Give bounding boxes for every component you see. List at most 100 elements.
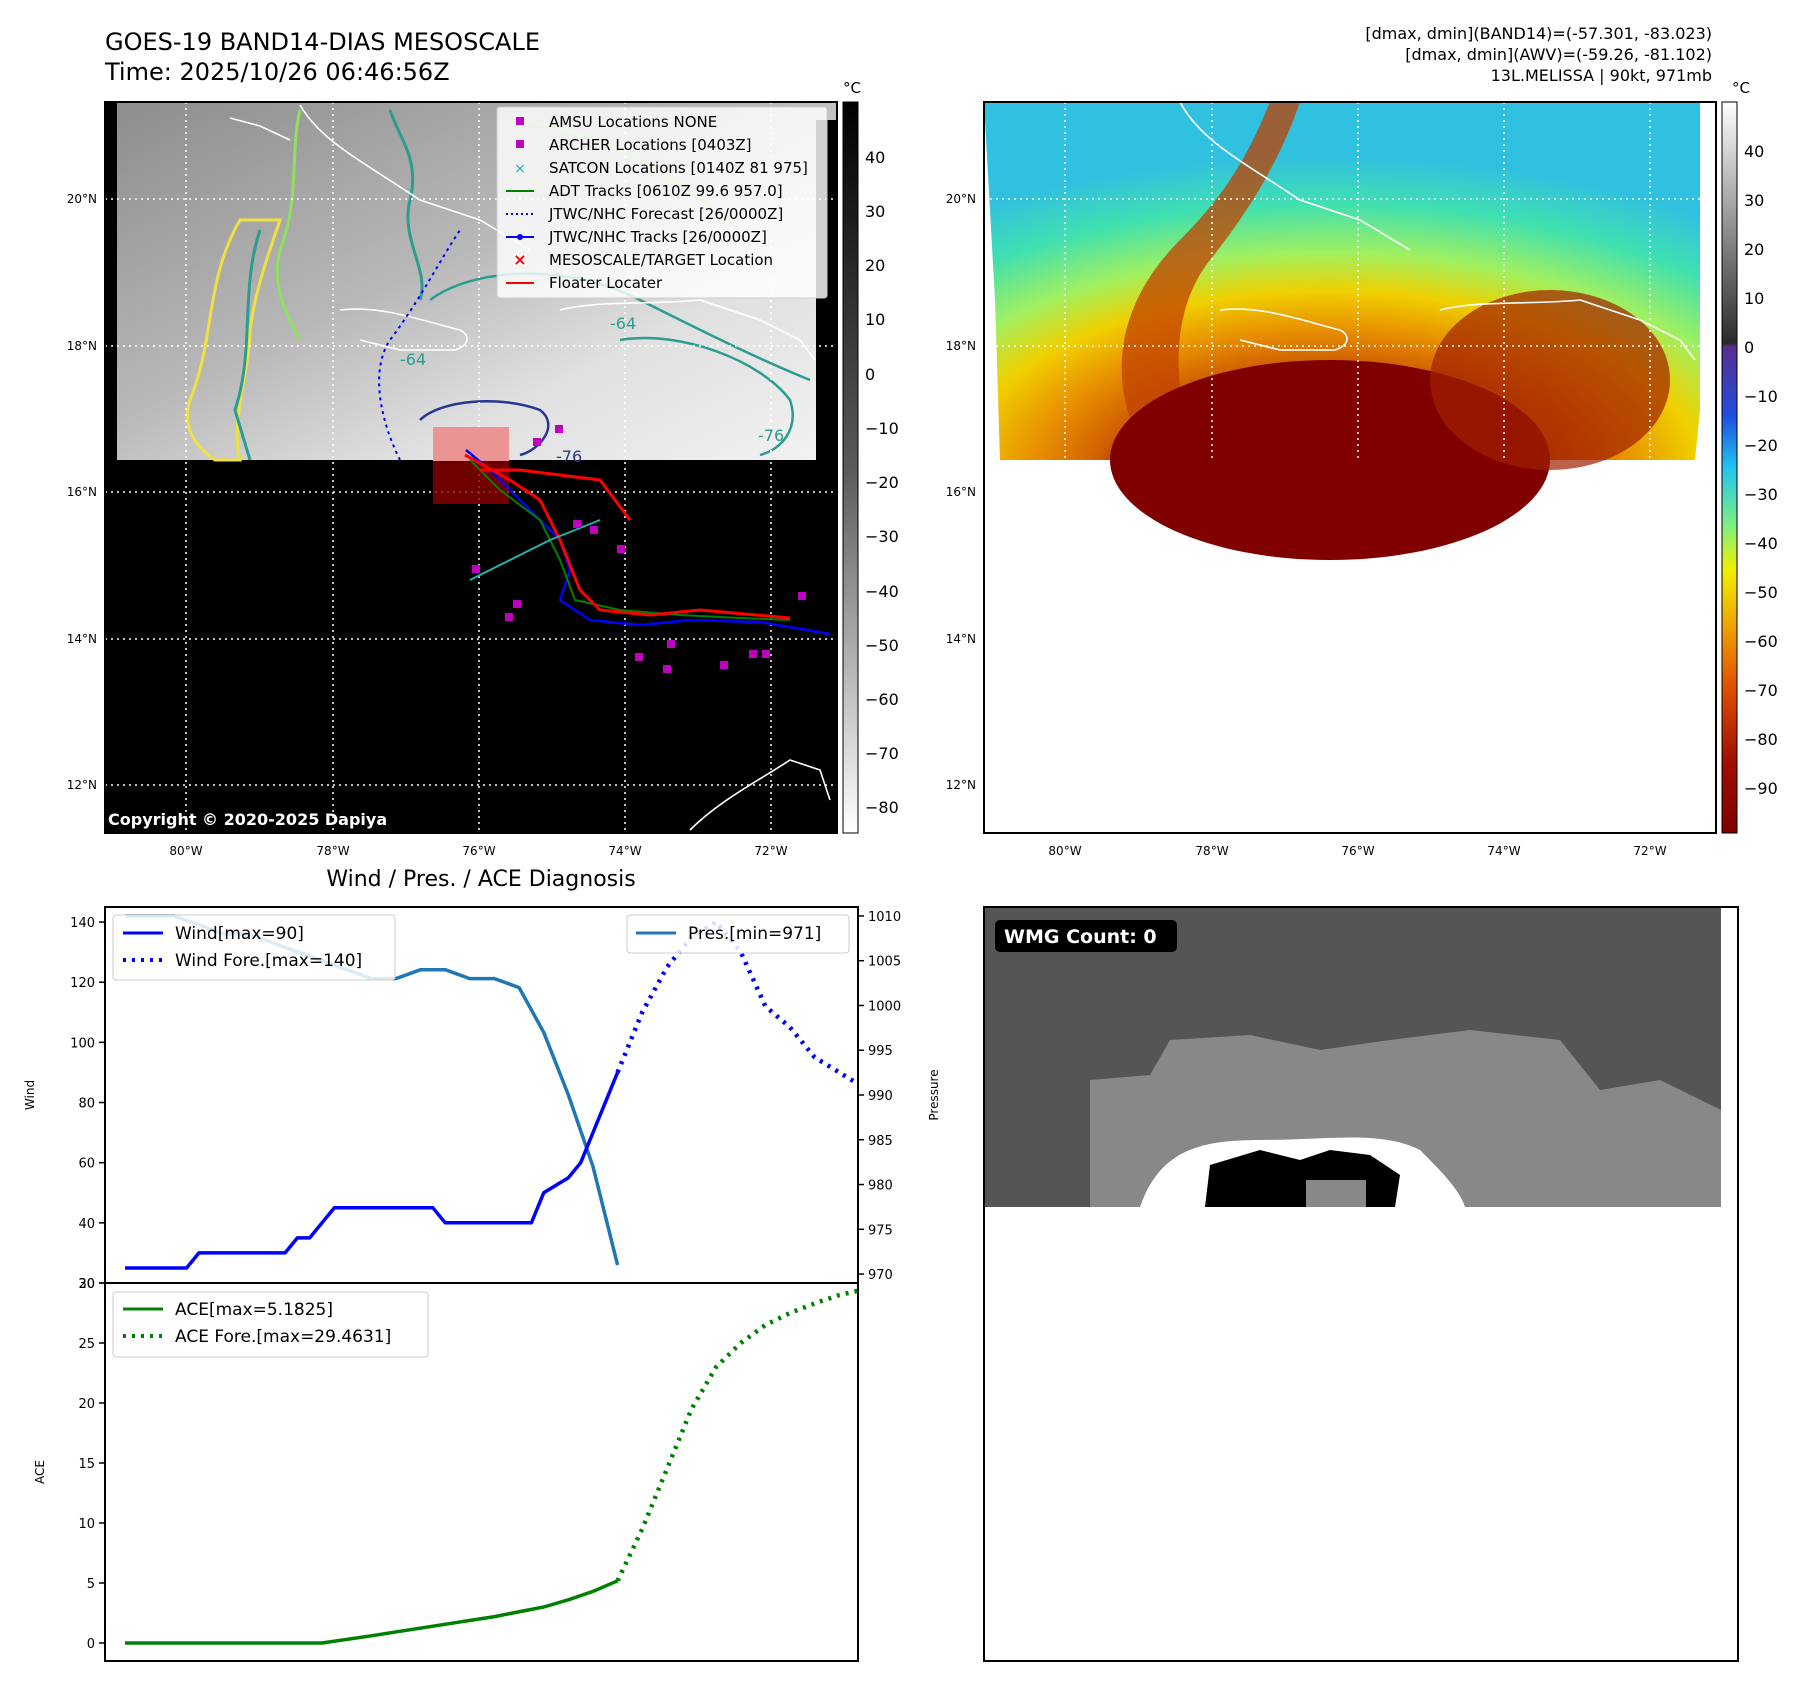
ace-tick-label: 10 bbox=[78, 1517, 95, 1532]
lat-label: 12°N bbox=[946, 778, 976, 792]
ace-axis-label: ACE bbox=[33, 1460, 47, 1484]
lon-label: 76°W bbox=[1341, 844, 1374, 858]
colorbar-tick: 10 bbox=[1744, 289, 1764, 308]
colorbar-tick: −10 bbox=[1744, 387, 1778, 406]
map-panel-grayscale: -64 -64 -76 -76 Copyright © 2020-2025 Da… bbox=[67, 101, 838, 858]
ace-tick-label: 15 bbox=[78, 1457, 95, 1472]
colorbar-tick: −50 bbox=[865, 636, 899, 655]
colorbar-gray: °C 40 30 20 10 0 −10 −20 −30 −40 −50 −60… bbox=[842, 79, 899, 834]
lat-label: 18°N bbox=[946, 339, 976, 353]
legend-label: Wind Fore.[max=140] bbox=[175, 951, 362, 971]
map1-left-edge bbox=[105, 102, 117, 460]
legend-marker-target: × bbox=[513, 250, 526, 269]
pressure-tick-label: 995 bbox=[868, 1044, 893, 1059]
lon-label: 74°W bbox=[1487, 844, 1520, 858]
contour-band-green bbox=[275, 109, 302, 341]
lon-label: 80°W bbox=[169, 844, 202, 858]
contour-east-teal bbox=[619, 336, 794, 457]
lat-label: 12°N bbox=[67, 778, 97, 792]
colorbar-tick: −30 bbox=[1744, 485, 1778, 504]
colorbar-tick: −70 bbox=[865, 744, 899, 763]
colorbar-tick: −60 bbox=[1744, 632, 1778, 651]
legend-marker-archer bbox=[516, 140, 524, 148]
colorbar-color-bar bbox=[1721, 101, 1738, 834]
colorbar-tick: −80 bbox=[1744, 730, 1778, 749]
contour-outer-teal bbox=[429, 272, 811, 382]
legend-item: Floater Locater bbox=[549, 274, 663, 292]
adt-track-line bbox=[469, 459, 791, 621]
ace-tick-label: 25 bbox=[78, 1337, 95, 1352]
ace-tick-label: 5 bbox=[87, 1577, 95, 1592]
legend-item: JTWC/NHC Forecast [26/0000Z] bbox=[548, 205, 783, 223]
legend-item: ADT Tracks [0610Z 99.6 957.0] bbox=[549, 182, 783, 200]
wind-tick-label: 40 bbox=[78, 1217, 95, 1232]
lat-label: 16°N bbox=[946, 485, 976, 499]
legend-marker-amsu bbox=[516, 117, 524, 125]
ace-series-line bbox=[125, 1579, 619, 1645]
contour-label: -64 bbox=[400, 350, 426, 369]
lon-label: 78°W bbox=[1195, 844, 1228, 858]
ace-lines bbox=[125, 1288, 858, 1645]
colorbar-tick: −50 bbox=[1744, 583, 1778, 602]
colorbar-tick: −30 bbox=[865, 527, 899, 546]
wind-tick-label: 100 bbox=[70, 1036, 95, 1051]
figure-time: Time: 2025/10/26 06:46:56Z bbox=[104, 58, 450, 86]
diagnosis-title: Wind / Pres. / ACE Diagnosis bbox=[326, 867, 635, 892]
wind-forecast-series-line bbox=[615, 919, 858, 1087]
contour-band-teal-2 bbox=[388, 109, 424, 301]
wind-tick-label: 140 bbox=[70, 916, 95, 931]
pressure-tick-label: 1005 bbox=[868, 955, 901, 970]
colorbar-color-ticks: 40 30 20 10 0 −10 −20 −30 −40 −50 −60 −7… bbox=[1744, 142, 1778, 798]
legend-box bbox=[496, 106, 828, 299]
wind-legend-box bbox=[112, 914, 396, 981]
wind-series-line bbox=[125, 1071, 620, 1270]
wind-tick-label: 60 bbox=[78, 1157, 95, 1172]
legend-label: ACE Fore.[max=29.4631] bbox=[175, 1327, 391, 1347]
map2-frame bbox=[983, 101, 1717, 834]
pressure-tick-label: 1010 bbox=[868, 910, 901, 925]
pressure-tick-label: 1000 bbox=[868, 999, 901, 1014]
legend-item: AMSU Locations NONE bbox=[549, 113, 717, 131]
archer-markers bbox=[472, 425, 806, 673]
legend-label: ACE[max=5.1825] bbox=[175, 1300, 333, 1320]
ace-legend: ACE[max=5.1825] ACE Fore.[max=29.4631] bbox=[112, 1291, 429, 1358]
colorbar-color: °C 40 30 20 10 0 −10 −20 −30 −40 −50 −60… bbox=[1721, 79, 1778, 834]
colorbar-tick: 0 bbox=[865, 365, 875, 384]
satcon-track-line bbox=[469, 519, 601, 581]
colorbar-tick: −20 bbox=[865, 473, 899, 492]
colorbar-tick: −40 bbox=[1744, 534, 1778, 553]
colorbar-tick: 40 bbox=[1744, 142, 1764, 161]
legend-item: MESOSCALE/TARGET Location bbox=[549, 251, 773, 269]
colorbar-tick: −70 bbox=[1744, 681, 1778, 700]
pressure-tick-label: 970 bbox=[868, 1268, 893, 1283]
lon-label: 78°W bbox=[316, 844, 349, 858]
legend-item: SATCON Locations [0140Z 81 975] bbox=[549, 159, 808, 177]
contour-label: -76 bbox=[758, 426, 784, 445]
lat-label: 14°N bbox=[67, 632, 97, 646]
lat-label: 14°N bbox=[946, 632, 976, 646]
wind-axis-label: Wind bbox=[23, 1080, 37, 1110]
lat-label: 18°N bbox=[67, 339, 97, 353]
wind-tick-label: 80 bbox=[78, 1097, 95, 1112]
wmg-count-label: WMG Count: 0 bbox=[1004, 926, 1157, 948]
colorbar-color-unit: °C bbox=[1732, 79, 1750, 97]
colorbar-tick: 30 bbox=[865, 202, 885, 221]
ace-legend-box bbox=[112, 1291, 429, 1358]
pressure-tick-label: 985 bbox=[868, 1134, 893, 1149]
colorbar-tick: 20 bbox=[865, 256, 885, 275]
lat-label: 20°N bbox=[67, 192, 97, 206]
stats-band14: [dmax, dmin](BAND14)=(-57.301, -83.023) bbox=[1365, 24, 1712, 43]
map2-lon-labels: 80°W 78°W 76°W 74°W 72°W bbox=[1048, 844, 1666, 858]
colorbar-tick: −10 bbox=[865, 419, 899, 438]
wmg-panel: WMG Count: 0 bbox=[983, 906, 1739, 1662]
wind-pressure-chart: Wind Pressure 140 120 100 80 60 40 20 1010 1005… bbox=[23, 906, 941, 1292]
pressure-y-ticks: 1010 1005 1000 995 990 985 980 975 970 bbox=[858, 910, 901, 1283]
contour-band-yellow bbox=[185, 218, 283, 462]
colorbar-tick: −60 bbox=[865, 690, 899, 709]
copyright-text: Copyright © 2020-2025 Dapiya bbox=[108, 810, 387, 829]
legend-marker-tracks-dot bbox=[517, 234, 523, 240]
legend-label: Pres.[min=971] bbox=[688, 924, 821, 944]
map1-lon-labels: 80°W 78°W 76°W 74°W 72°W bbox=[169, 844, 787, 858]
pressure-axis-label: Pressure bbox=[927, 1069, 941, 1120]
